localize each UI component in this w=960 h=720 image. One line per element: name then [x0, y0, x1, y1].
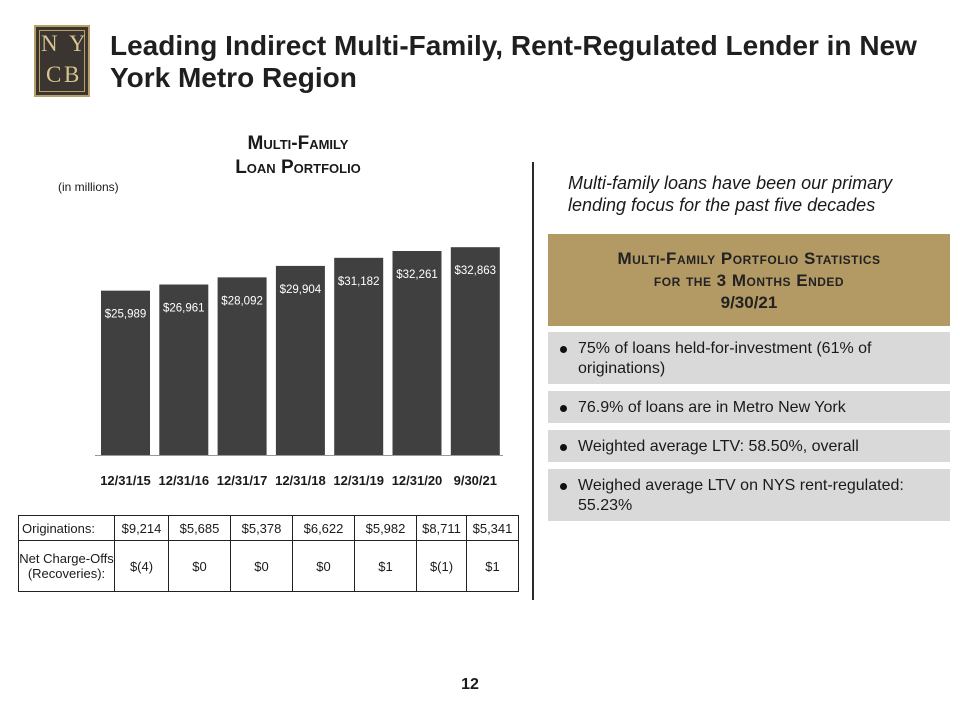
stat-bullet-text: 75% of loans held-for-investment (61% of… — [578, 340, 872, 377]
stats-title-line2: for the 3 Months Ended — [653, 271, 845, 290]
table-cell: $1 — [354, 540, 417, 592]
row-label-line2: (Recoveries): — [27, 566, 106, 581]
bullet-dot-icon — [560, 444, 567, 451]
bar-12/31/17 — [217, 277, 267, 455]
loan-portfolio-bar-chart: $25,989 12/31/15 $26,961 12/31/16 $28,092 12/… — [95, 247, 503, 488]
row-label-line1: Net Charge-Offs — [19, 551, 114, 566]
table-cell: $(4) — [114, 540, 169, 592]
table-cell: $6,622 — [292, 515, 355, 541]
bar-value-label: $31,182 — [338, 276, 380, 288]
logo-letter-b: B — [64, 62, 80, 87]
bar-12/31/18 — [275, 265, 325, 455]
stat-bullet: 76.9% of loans are in Metro New York — [548, 391, 950, 423]
logo-letter-y: Y — [69, 31, 86, 56]
table-cell: $0 — [292, 540, 355, 592]
row-label-net-charge-offs: Net Charge-Offs (Recoveries): — [18, 540, 115, 592]
vertical-divider — [532, 162, 534, 600]
logo-letter-c: C — [46, 62, 62, 87]
chart-title-line2: Loan Portfolio — [235, 157, 361, 178]
table-cell: $5,685 — [168, 515, 231, 541]
table-row-net-charge-offs: Net Charge-Offs (Recoveries): $(4) $0 $0… — [18, 540, 519, 592]
stats-title-line1: Multi-Family Portfolio Statistics — [617, 249, 881, 268]
bar-9/30/21 — [450, 247, 500, 455]
chart-units: (in millions) — [58, 180, 119, 194]
x-tick-label: 12/31/20 — [392, 473, 443, 488]
logo-letter-n: N — [41, 31, 58, 56]
table-row-originations: Originations: $9,214 $5,685 $5,378 $6,62… — [18, 515, 519, 541]
table-cell: $0 — [168, 540, 231, 592]
x-tick-label: 12/31/16 — [158, 473, 209, 488]
originations-table: Originations: $9,214 $5,685 $5,378 $6,62… — [18, 515, 519, 592]
table-cell: $5,341 — [466, 515, 519, 541]
bullet-dot-icon — [560, 405, 567, 412]
stat-bullet-text: 76.9% of loans are in Metro New York — [578, 399, 846, 416]
stat-bullet-text: Weighed average LTV on NYS rent-regulate… — [578, 477, 904, 514]
bar-12/31/16 — [159, 284, 209, 455]
bar-12/31/15 — [101, 290, 150, 455]
stat-bullet: 75% of loans held-for-investment (61% of… — [548, 332, 950, 384]
x-tick-label: 12/31/15 — [100, 473, 151, 488]
table-cell: $5,378 — [230, 515, 293, 541]
table-cell: $1 — [466, 540, 519, 592]
chart-title: Multi-Family Loan Portfolio — [178, 132, 418, 180]
bar-value-label: $25,989 — [105, 309, 147, 321]
table-cell: $9,214 — [114, 515, 169, 541]
stats-title-line3: 9/30/21 — [720, 293, 778, 312]
bar-12/31/19 — [334, 257, 384, 455]
bar-value-label: $29,904 — [280, 284, 322, 296]
bullet-dot-icon — [560, 346, 567, 353]
bar-value-label: $32,863 — [455, 265, 497, 277]
stat-bullet: Weighted average LTV: 58.50%, overall — [548, 430, 950, 462]
x-tick-label: 12/31/17 — [217, 473, 268, 488]
lending-focus-text: Multi-family loans have been our primary… — [568, 173, 893, 215]
table-cell: $0 — [230, 540, 293, 592]
stat-bullet: Weighed average LTV on NYS rent-regulate… — [548, 469, 950, 521]
bar-value-label: $28,092 — [221, 295, 263, 307]
table-cell: $5,982 — [354, 515, 417, 541]
stat-bullet-text: Weighted average LTV: 58.50%, overall — [578, 438, 859, 455]
x-tick-label: 12/31/19 — [333, 473, 384, 488]
bar-value-label: $26,961 — [163, 303, 205, 315]
stats-header: Multi-Family Portfolio Statistics for th… — [548, 234, 950, 326]
page-number: 12 — [461, 676, 479, 693]
table-cell: $8,711 — [416, 515, 467, 541]
x-tick-label: 9/30/21 — [454, 473, 497, 488]
chart-title-line1: Multi-Family — [247, 133, 349, 154]
table-cell: $(1) — [416, 540, 467, 592]
page-title: Leading Indirect Multi-Family, Rent-Regu… — [110, 30, 917, 93]
nycb-logo: N Y C B — [34, 25, 90, 97]
x-tick-label: 12/31/18 — [275, 473, 326, 488]
bar-value-label: $32,261 — [396, 269, 438, 281]
bullet-dot-icon — [560, 483, 567, 490]
row-label-originations: Originations: — [18, 515, 115, 541]
bar-12/31/20 — [392, 250, 442, 455]
